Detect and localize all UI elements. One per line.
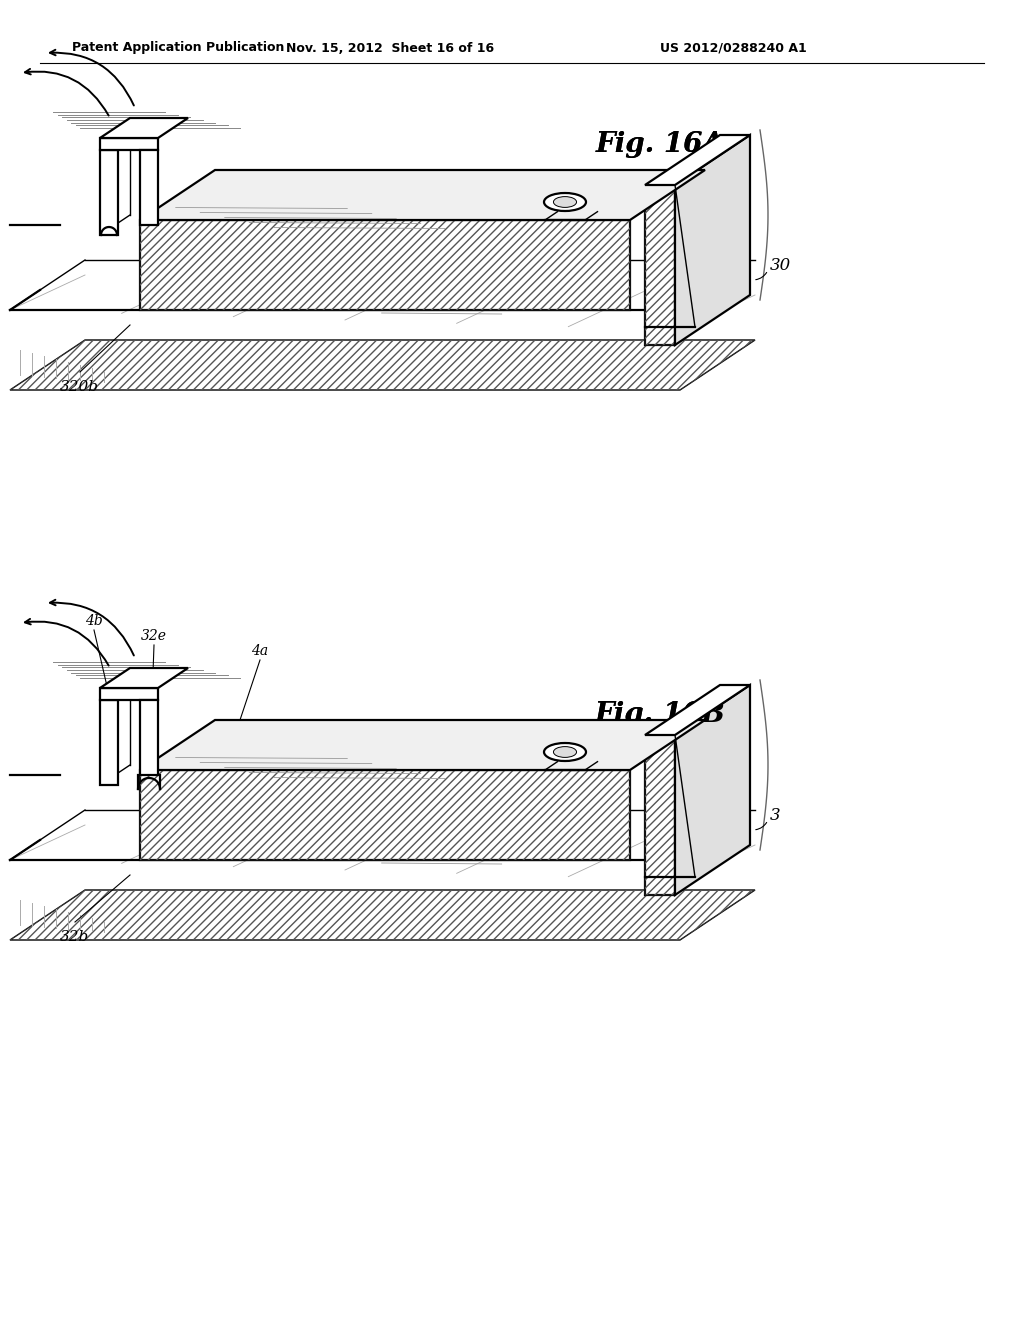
- Polygon shape: [675, 135, 750, 345]
- Polygon shape: [100, 150, 118, 235]
- Polygon shape: [100, 700, 118, 785]
- Text: Fig. 16A: Fig. 16A: [596, 132, 724, 158]
- Ellipse shape: [544, 193, 586, 211]
- Polygon shape: [645, 185, 675, 345]
- Polygon shape: [100, 139, 158, 150]
- Text: 4a: 4a: [252, 644, 268, 657]
- Ellipse shape: [553, 197, 577, 207]
- Text: 320b: 320b: [60, 380, 99, 393]
- Polygon shape: [10, 890, 755, 940]
- Polygon shape: [140, 170, 705, 220]
- Text: 30: 30: [770, 256, 792, 273]
- Polygon shape: [645, 135, 750, 185]
- Polygon shape: [140, 770, 630, 861]
- Polygon shape: [100, 688, 158, 700]
- Polygon shape: [675, 685, 750, 895]
- Text: Nov. 15, 2012  Sheet 16 of 16: Nov. 15, 2012 Sheet 16 of 16: [286, 41, 494, 54]
- Polygon shape: [10, 341, 755, 389]
- Text: Fig. 16B: Fig. 16B: [595, 701, 725, 729]
- Polygon shape: [100, 117, 188, 139]
- Text: Patent Application Publication: Patent Application Publication: [72, 41, 285, 54]
- Text: Fig. 16A: Fig. 16A: [596, 132, 724, 158]
- Text: 3: 3: [770, 807, 780, 824]
- Ellipse shape: [544, 743, 586, 762]
- Text: 32b: 32b: [60, 931, 89, 944]
- Text: 4b: 4b: [85, 614, 102, 628]
- Polygon shape: [140, 700, 158, 775]
- Polygon shape: [645, 735, 675, 895]
- Polygon shape: [100, 668, 188, 688]
- Polygon shape: [645, 685, 750, 735]
- Polygon shape: [140, 220, 630, 310]
- Text: Fig. 16B: Fig. 16B: [595, 701, 725, 729]
- Text: 32e: 32e: [141, 630, 167, 643]
- Polygon shape: [140, 150, 158, 224]
- Text: US 2012/0288240 A1: US 2012/0288240 A1: [660, 41, 807, 54]
- Polygon shape: [140, 719, 705, 770]
- Ellipse shape: [553, 747, 577, 758]
